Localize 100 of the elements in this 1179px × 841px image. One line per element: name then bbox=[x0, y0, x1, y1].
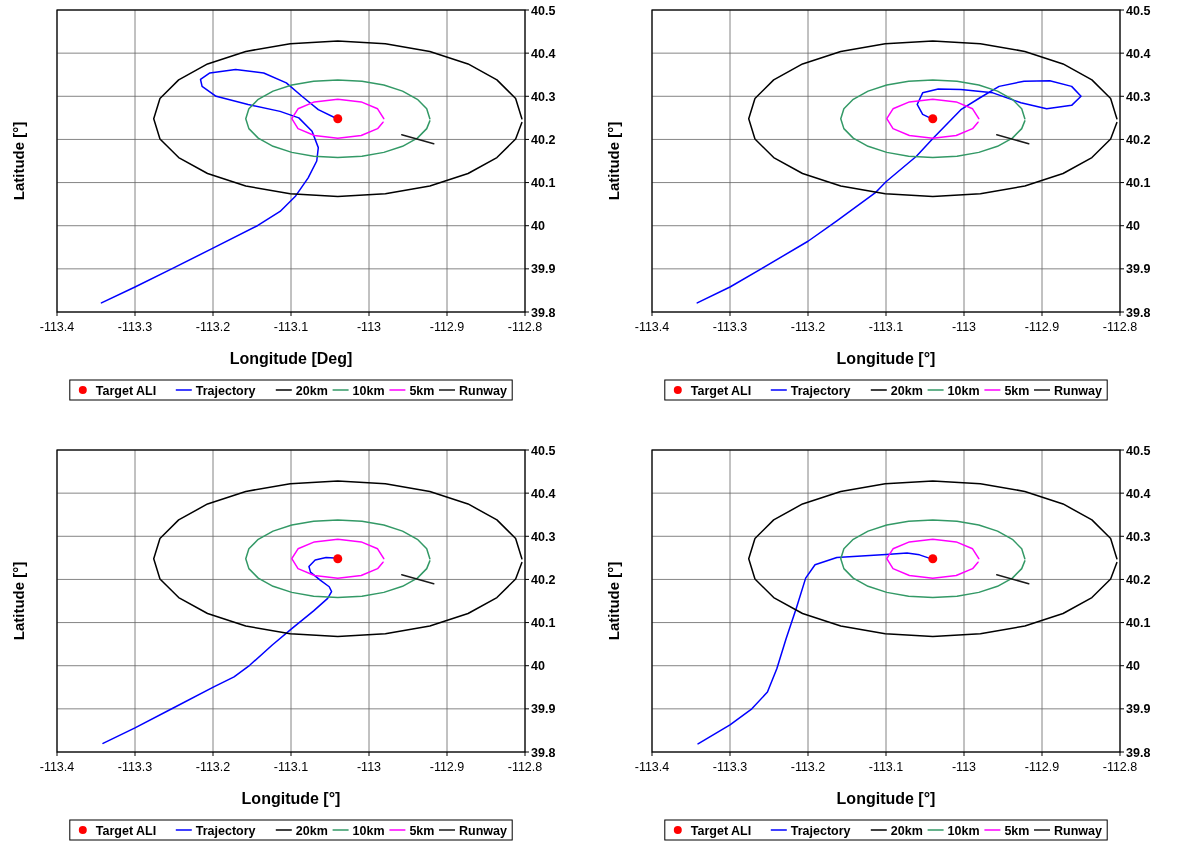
line-series bbox=[152, 40, 523, 198]
y-tick-label: 40 bbox=[1126, 659, 1140, 674]
line-series bbox=[696, 80, 1082, 304]
x-tick-label: -113 bbox=[356, 320, 382, 334]
legend-label: 5km bbox=[409, 823, 435, 838]
x-tick-label: -112.8 bbox=[1102, 760, 1138, 774]
y-axis-title: Latitude [°] bbox=[10, 561, 27, 641]
legend-label: Target ALI bbox=[95, 383, 157, 398]
legend-label: Runway bbox=[459, 823, 507, 838]
line-series bbox=[840, 79, 1026, 159]
legend-label: 20km bbox=[890, 823, 923, 838]
y-tick-label: 40.3 bbox=[531, 529, 556, 544]
x-tick-label: -113.2 bbox=[195, 320, 231, 334]
x-tick-label: -113.3 bbox=[117, 760, 153, 774]
y-tick-label: 40.4 bbox=[531, 46, 556, 61]
y-tick-label: 39.8 bbox=[531, 305, 556, 320]
legend-label: 5km bbox=[1004, 823, 1030, 838]
legend-label: 20km bbox=[295, 383, 328, 398]
y-tick-label: 40.5 bbox=[531, 443, 556, 458]
legend-label: Target ALI bbox=[690, 383, 752, 398]
legend-label: Target ALI bbox=[95, 823, 157, 838]
line-series bbox=[747, 40, 1118, 198]
y-tick-label: 40.4 bbox=[1126, 46, 1151, 61]
y-tick-label: 40.2 bbox=[1126, 572, 1151, 587]
x-tick-label: -112.9 bbox=[1024, 320, 1060, 334]
legend-label: Trajectory bbox=[195, 823, 256, 838]
legend-label: 5km bbox=[409, 383, 435, 398]
y-tick-label: 39.9 bbox=[531, 262, 556, 277]
x-tick-label: -112.8 bbox=[1102, 320, 1138, 334]
legend-label: 10km bbox=[947, 823, 980, 838]
y-tick-label: 40 bbox=[531, 659, 545, 674]
x-tick-label: -113.2 bbox=[790, 320, 826, 334]
y-tick-label: 40.4 bbox=[531, 486, 556, 501]
x-tick-label: -113.2 bbox=[195, 760, 231, 774]
x-axis-title: Longitude [°] bbox=[836, 350, 936, 367]
y-tick-label: 39.8 bbox=[1126, 305, 1151, 320]
x-tick-label: -112.9 bbox=[1024, 760, 1060, 774]
y-tick-label: 40.1 bbox=[1126, 176, 1151, 191]
x-tick-label: -112.8 bbox=[507, 320, 543, 334]
legend-label: 5km bbox=[1004, 383, 1030, 398]
y-tick-label: 40.1 bbox=[531, 616, 556, 631]
line-series bbox=[291, 98, 385, 139]
y-tick-label: 40.5 bbox=[1126, 443, 1151, 458]
x-tick-label: -113.4 bbox=[634, 760, 670, 774]
legend-label: 10km bbox=[352, 823, 385, 838]
line-series bbox=[291, 538, 385, 579]
x-tick-label: -113.1 bbox=[273, 760, 309, 774]
x-tick-label: -112.9 bbox=[429, 320, 465, 334]
legend-label: Trajectory bbox=[790, 383, 851, 398]
y-tick-label: 40.1 bbox=[1126, 616, 1151, 631]
x-tick-label: -113.1 bbox=[868, 760, 904, 774]
y-tick-label: 39.8 bbox=[1126, 745, 1151, 760]
legend-label: 20km bbox=[890, 383, 923, 398]
y-tick-label: 40 bbox=[531, 219, 545, 234]
line-series bbox=[245, 519, 431, 599]
y-tick-label: 39.9 bbox=[531, 702, 556, 717]
y-tick-label: 40.5 bbox=[1126, 3, 1151, 18]
x-tick-label: -113 bbox=[951, 760, 977, 774]
x-axis-title: Longitude [°] bbox=[836, 790, 936, 807]
x-tick-label: -113.4 bbox=[39, 760, 75, 774]
x-tick-label: -113.3 bbox=[712, 320, 748, 334]
legend-label: Trajectory bbox=[195, 383, 256, 398]
y-tick-label: 40.2 bbox=[1126, 132, 1151, 147]
y-tick-label: 40.3 bbox=[1126, 89, 1151, 104]
y-axis-title: Latitude [°] bbox=[605, 561, 622, 641]
legend-label: Runway bbox=[1054, 383, 1102, 398]
line-series bbox=[747, 480, 1118, 638]
legend-label: Runway bbox=[459, 383, 507, 398]
legend-label: 20km bbox=[295, 823, 328, 838]
y-tick-label: 40.3 bbox=[1126, 529, 1151, 544]
y-tick-label: 39.9 bbox=[1126, 702, 1151, 717]
legend-label: Trajectory bbox=[790, 823, 851, 838]
x-tick-label: -112.8 bbox=[507, 760, 543, 774]
line-series bbox=[245, 79, 431, 159]
x-tick-label: -113 bbox=[356, 760, 382, 774]
x-tick-label: -113.3 bbox=[117, 320, 153, 334]
x-tick-label: -113.1 bbox=[273, 320, 309, 334]
x-tick-label: -113.1 bbox=[868, 320, 904, 334]
x-tick-label: -113.4 bbox=[634, 320, 670, 334]
y-tick-label: 40 bbox=[1126, 219, 1140, 234]
y-axis-title: Latitude [°] bbox=[605, 121, 622, 201]
x-tick-label: -113.3 bbox=[712, 760, 748, 774]
x-tick-label: -113.4 bbox=[39, 320, 75, 334]
x-tick-label: -113 bbox=[951, 320, 977, 334]
line-series bbox=[840, 519, 1026, 599]
legend-label: Runway bbox=[1054, 823, 1102, 838]
line-series bbox=[152, 480, 523, 638]
legend-label: 10km bbox=[352, 383, 385, 398]
y-tick-label: 40.2 bbox=[531, 572, 556, 587]
legend-label: 10km bbox=[947, 383, 980, 398]
x-axis-title: Longitude [°] bbox=[241, 790, 341, 807]
legend-label: Target ALI bbox=[690, 823, 752, 838]
y-axis-title: Latitude [°] bbox=[10, 121, 27, 201]
x-tick-label: -112.9 bbox=[429, 760, 465, 774]
y-tick-label: 39.8 bbox=[531, 745, 556, 760]
y-tick-label: 40.5 bbox=[531, 3, 556, 18]
line-series bbox=[886, 538, 980, 579]
y-tick-label: 39.9 bbox=[1126, 262, 1151, 277]
x-tick-label: -113.2 bbox=[790, 760, 826, 774]
y-tick-label: 40.3 bbox=[531, 89, 556, 104]
